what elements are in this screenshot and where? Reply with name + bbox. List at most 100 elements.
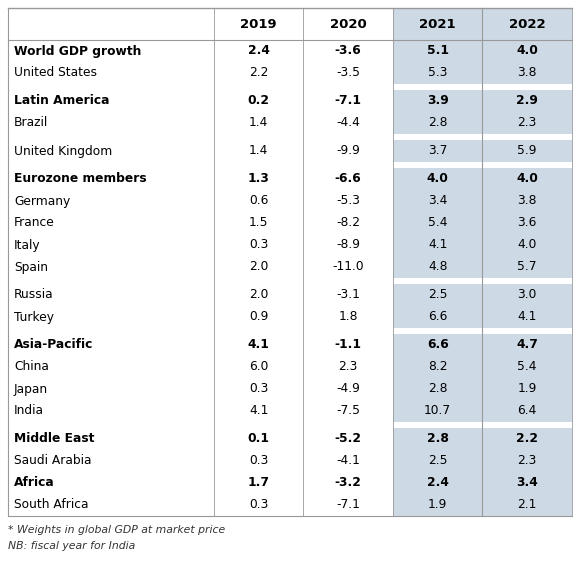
Bar	[393, 112, 483, 134]
Bar	[483, 256, 572, 278]
Bar	[303, 8, 393, 40]
Text: 6.6: 6.6	[427, 339, 448, 352]
Text: Middle East: Middle East	[14, 432, 95, 446]
Bar	[214, 256, 303, 278]
Bar	[8, 168, 214, 190]
Text: 6.4: 6.4	[517, 404, 537, 418]
Bar	[393, 234, 483, 256]
Text: 4.1: 4.1	[428, 239, 447, 252]
Bar	[214, 450, 303, 472]
Bar	[483, 494, 572, 516]
Bar	[214, 356, 303, 378]
Text: 2020: 2020	[330, 18, 367, 30]
Text: -7.5: -7.5	[336, 404, 360, 418]
Bar	[8, 256, 214, 278]
Text: -3.2: -3.2	[335, 476, 361, 490]
Text: Brazil: Brazil	[14, 117, 48, 129]
Bar	[393, 212, 483, 234]
Bar	[214, 472, 303, 494]
Text: 3.0: 3.0	[517, 288, 537, 301]
Text: 4.7: 4.7	[516, 339, 538, 352]
Bar	[214, 190, 303, 212]
Text: 1.7: 1.7	[248, 476, 270, 490]
Text: 5.4: 5.4	[428, 216, 447, 229]
Bar	[214, 140, 303, 162]
Text: 0.1: 0.1	[248, 432, 270, 446]
Text: 8.2: 8.2	[428, 360, 447, 374]
Bar	[303, 168, 393, 190]
Bar	[393, 256, 483, 278]
Text: 1.3: 1.3	[248, 173, 270, 185]
Text: 1.4: 1.4	[249, 145, 269, 157]
Text: United States: United States	[14, 66, 97, 80]
Bar	[483, 400, 572, 422]
Text: 2.8: 2.8	[427, 432, 449, 446]
Text: Latin America: Latin America	[14, 94, 110, 108]
Text: 0.3: 0.3	[249, 455, 269, 467]
Bar	[8, 40, 214, 62]
Bar	[8, 378, 214, 400]
Text: Italy: Italy	[14, 239, 41, 252]
Bar	[303, 472, 393, 494]
Bar	[483, 306, 572, 328]
Bar	[393, 62, 483, 84]
Bar	[393, 140, 483, 162]
Text: 3.9: 3.9	[427, 94, 448, 108]
Bar	[303, 212, 393, 234]
Text: 5.1: 5.1	[427, 45, 449, 58]
Text: Japan: Japan	[14, 383, 48, 395]
Bar	[393, 494, 483, 516]
Text: 2.3: 2.3	[517, 117, 537, 129]
Text: 3.4: 3.4	[428, 194, 447, 208]
Bar	[303, 234, 393, 256]
Bar	[303, 400, 393, 422]
Bar	[303, 256, 393, 278]
Text: -4.9: -4.9	[336, 383, 360, 395]
Text: Asia-Pacific: Asia-Pacific	[14, 339, 93, 352]
Text: 0.2: 0.2	[248, 94, 270, 108]
Text: Eurozone members: Eurozone members	[14, 173, 147, 185]
Text: 0.3: 0.3	[249, 239, 269, 252]
Bar	[214, 234, 303, 256]
Bar	[8, 90, 214, 112]
Bar	[214, 40, 303, 62]
Bar	[303, 140, 393, 162]
Text: 1.9: 1.9	[517, 383, 537, 395]
Bar	[393, 168, 483, 190]
Bar	[483, 212, 572, 234]
Text: United Kingdom: United Kingdom	[14, 145, 113, 157]
Bar	[8, 212, 214, 234]
Bar	[483, 284, 572, 306]
Bar	[214, 168, 303, 190]
Text: 4.0: 4.0	[516, 45, 538, 58]
Text: 2.2: 2.2	[249, 66, 269, 80]
Text: 1.9: 1.9	[428, 499, 447, 511]
Text: -8.2: -8.2	[336, 216, 360, 229]
Bar	[303, 40, 393, 62]
Text: 2.0: 2.0	[249, 288, 269, 301]
Text: -7.1: -7.1	[335, 94, 362, 108]
Bar	[483, 190, 572, 212]
Text: 2019: 2019	[240, 18, 277, 30]
Bar	[8, 428, 214, 450]
Bar	[393, 400, 483, 422]
Bar	[483, 428, 572, 450]
Bar	[393, 40, 483, 62]
Text: 0.3: 0.3	[249, 499, 269, 511]
Text: NB: fiscal year for India: NB: fiscal year for India	[8, 541, 135, 551]
Bar	[8, 62, 214, 84]
Text: South Africa: South Africa	[14, 499, 89, 511]
Bar	[483, 378, 572, 400]
Bar	[8, 400, 214, 422]
Bar	[8, 8, 214, 40]
Text: 6.6: 6.6	[428, 311, 447, 324]
Text: 3.4: 3.4	[516, 476, 538, 490]
Text: 2021: 2021	[419, 18, 456, 30]
Text: China: China	[14, 360, 49, 374]
Bar	[393, 334, 483, 356]
Text: 1.5: 1.5	[249, 216, 269, 229]
Text: -3.1: -3.1	[336, 288, 360, 301]
Bar	[8, 450, 214, 472]
Bar	[393, 450, 483, 472]
Bar	[393, 356, 483, 378]
